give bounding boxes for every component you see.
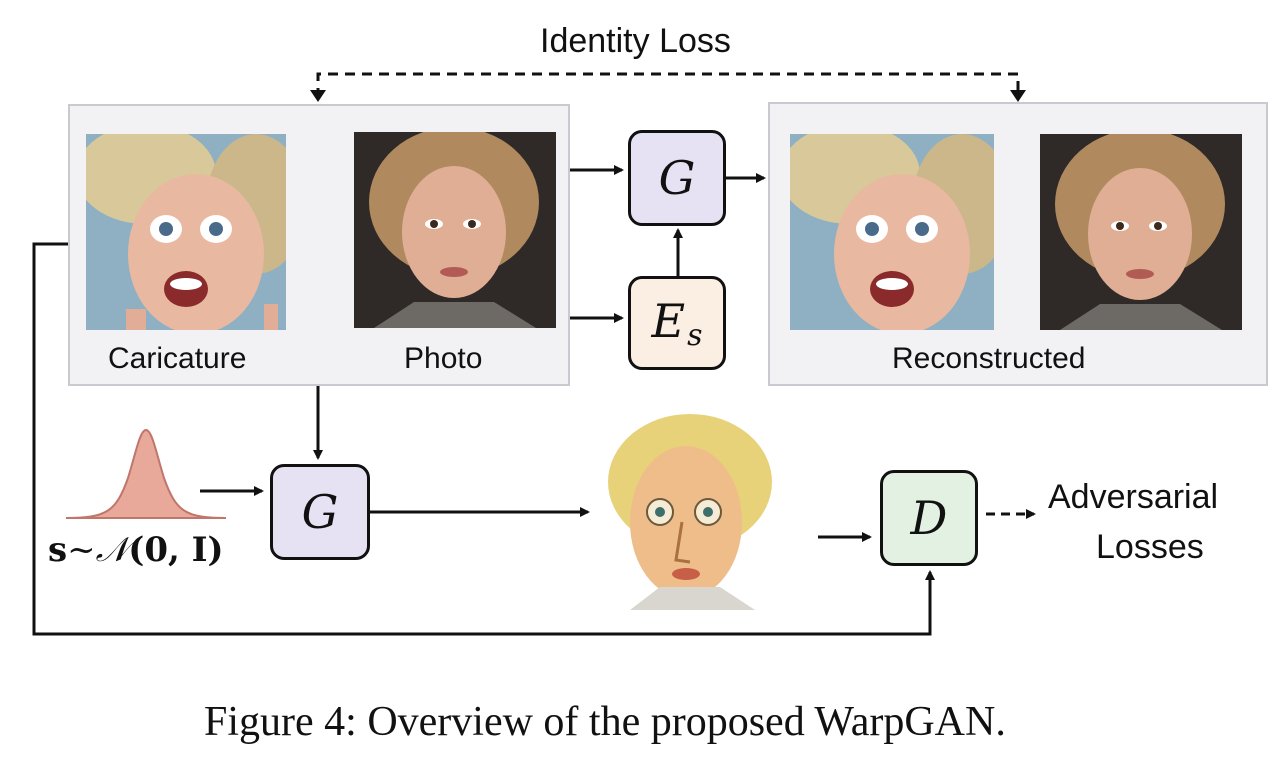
adversarial-loss-label-line1: Adversarial [1048, 478, 1219, 516]
generator-bottom-label: G [301, 485, 339, 539]
adversarial-loss-label-line2: Losses [1096, 528, 1204, 566]
identity-loss-label: Identity Loss [540, 22, 731, 60]
generated-caricature-image [590, 412, 790, 610]
caricature-label: Caricature [108, 342, 247, 375]
identity-loss-arrow-right [1010, 90, 1026, 102]
generator-node-bottom: G [270, 464, 370, 560]
photo-image [354, 132, 556, 328]
caricature-image [86, 134, 286, 330]
discriminator-node: D [880, 470, 978, 566]
reconstructed-photo-image [1040, 134, 1242, 330]
figure-caption: Figure 4: Overview of the proposed WarpG… [204, 699, 1006, 745]
identity-loss-dashed-line [316, 72, 1020, 98]
style-encoder-label: Es [651, 293, 703, 353]
style-encoder-node: Es [628, 276, 726, 370]
noise-formula: s~𝒩(0, I) [48, 530, 224, 570]
photo-label: Photo [404, 342, 483, 375]
caricature-to-discriminator-line [32, 242, 935, 636]
reconstructed-caricature-image [790, 134, 994, 330]
reconstructed-label: Reconstructed [892, 342, 1086, 375]
discriminator-label: D [910, 491, 948, 545]
gaussian-distribution-icon [66, 428, 226, 519]
identity-loss-arrow-left [310, 90, 326, 102]
generator-top-label: G [658, 151, 696, 205]
generator-node-top: G [628, 130, 726, 226]
